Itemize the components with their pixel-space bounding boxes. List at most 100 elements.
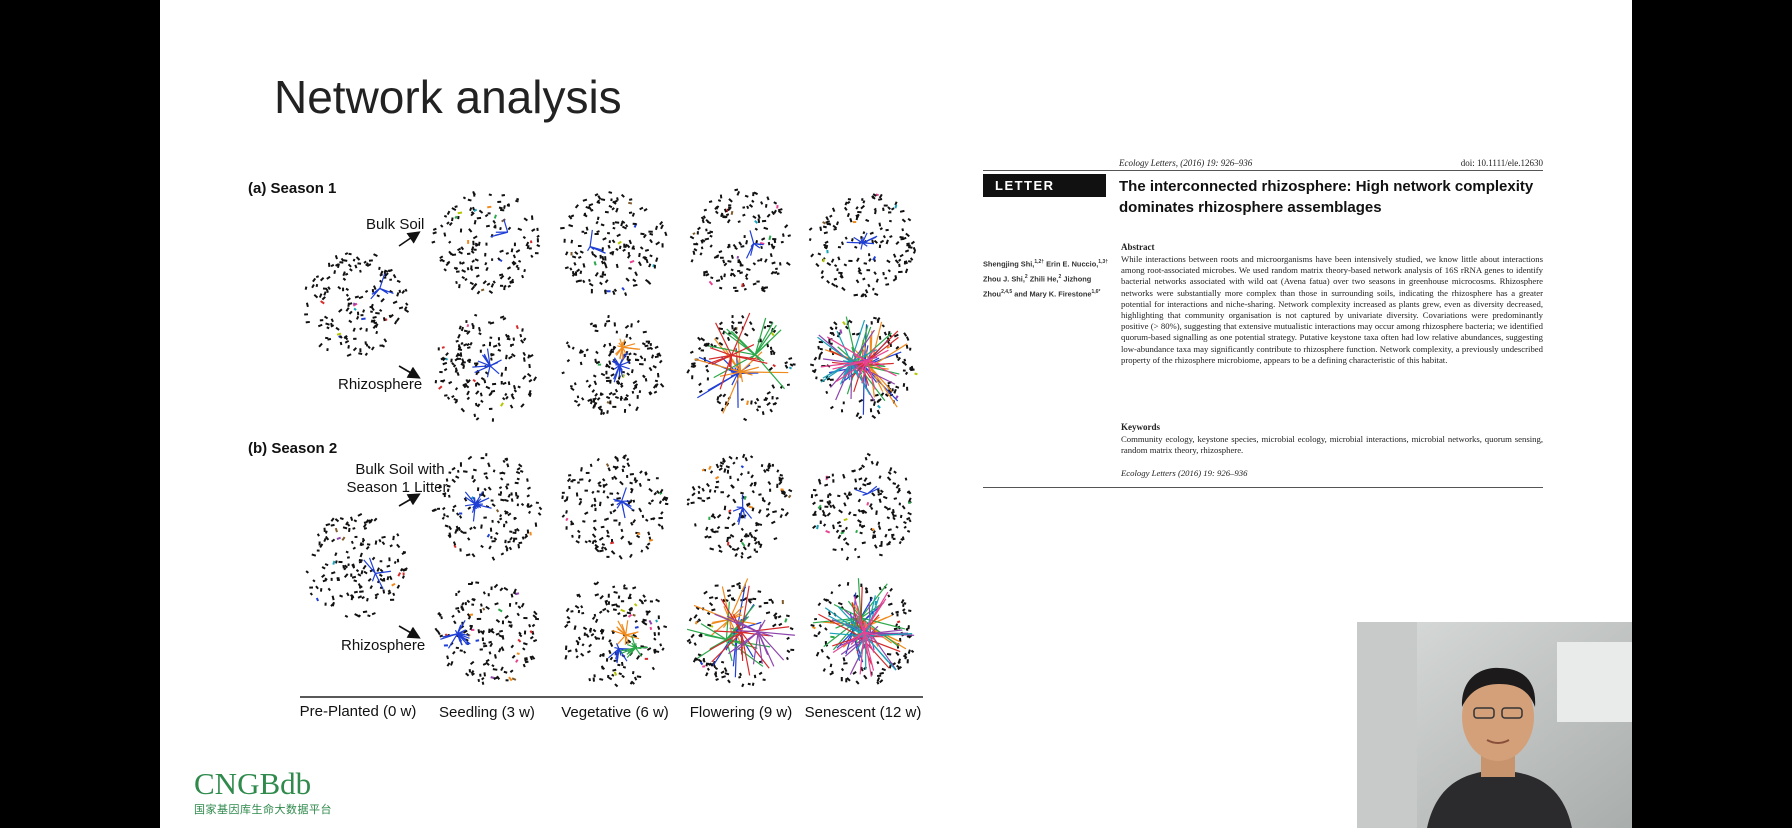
node bbox=[608, 649, 612, 655]
node bbox=[354, 264, 358, 269]
node bbox=[633, 603, 638, 607]
node bbox=[591, 616, 596, 620]
author-name: Erin E. Nuccio, bbox=[1046, 259, 1099, 269]
node bbox=[360, 570, 364, 575]
node bbox=[863, 477, 868, 482]
node bbox=[498, 647, 502, 653]
node bbox=[845, 556, 850, 561]
node bbox=[728, 198, 733, 203]
node bbox=[826, 377, 831, 381]
node bbox=[471, 259, 475, 263]
node bbox=[469, 341, 473, 346]
node bbox=[765, 468, 770, 472]
node bbox=[731, 324, 734, 330]
node bbox=[439, 255, 444, 260]
node bbox=[765, 512, 771, 518]
node bbox=[618, 554, 623, 560]
node bbox=[354, 295, 360, 299]
abstract-heading: Abstract bbox=[1121, 242, 1155, 252]
node bbox=[395, 317, 400, 322]
node bbox=[704, 237, 710, 241]
author-affiliation: 1,6* bbox=[1091, 288, 1101, 295]
node bbox=[609, 251, 613, 255]
node bbox=[596, 637, 601, 640]
node bbox=[837, 534, 842, 540]
node bbox=[600, 223, 605, 227]
node bbox=[636, 675, 642, 678]
node bbox=[614, 683, 619, 688]
node bbox=[529, 630, 533, 634]
node bbox=[903, 520, 907, 525]
node bbox=[484, 475, 489, 480]
node bbox=[731, 547, 737, 552]
node bbox=[862, 200, 866, 204]
node bbox=[371, 556, 376, 561]
node bbox=[906, 242, 910, 246]
node bbox=[817, 345, 820, 350]
node bbox=[580, 605, 584, 609]
node bbox=[842, 657, 846, 662]
node bbox=[502, 459, 506, 464]
node bbox=[528, 504, 533, 509]
node bbox=[895, 610, 899, 614]
node bbox=[610, 348, 613, 352]
node bbox=[729, 533, 735, 538]
edge bbox=[617, 634, 627, 645]
node bbox=[528, 623, 532, 628]
node bbox=[823, 231, 828, 235]
node bbox=[722, 457, 726, 463]
node bbox=[615, 207, 619, 213]
node bbox=[735, 456, 739, 460]
node bbox=[318, 293, 323, 298]
node bbox=[521, 536, 525, 540]
node bbox=[744, 194, 749, 198]
node bbox=[590, 632, 595, 637]
node bbox=[645, 545, 650, 550]
edge bbox=[740, 371, 744, 383]
node bbox=[660, 511, 664, 515]
node bbox=[739, 472, 744, 476]
node bbox=[376, 294, 380, 298]
node bbox=[875, 193, 879, 197]
node bbox=[355, 256, 361, 261]
node bbox=[305, 570, 309, 574]
node bbox=[904, 652, 908, 656]
node bbox=[482, 343, 486, 347]
node bbox=[754, 219, 759, 224]
node bbox=[761, 286, 764, 291]
node bbox=[829, 504, 833, 509]
node bbox=[632, 499, 636, 503]
node bbox=[731, 598, 736, 602]
node bbox=[497, 608, 503, 613]
node bbox=[305, 302, 309, 308]
node bbox=[515, 659, 519, 663]
node bbox=[485, 661, 490, 666]
node bbox=[358, 585, 363, 589]
edge bbox=[850, 362, 853, 400]
node bbox=[519, 333, 523, 338]
stage-label: Seedling (3 w) bbox=[439, 704, 535, 721]
node bbox=[766, 196, 770, 201]
node bbox=[576, 268, 581, 273]
node bbox=[841, 286, 846, 292]
rhizo-label: Rhizosphere bbox=[341, 637, 426, 654]
node bbox=[573, 399, 578, 404]
edge bbox=[464, 491, 476, 505]
node bbox=[365, 262, 369, 267]
node bbox=[577, 255, 582, 259]
edge bbox=[607, 648, 620, 659]
edge bbox=[486, 348, 491, 366]
edge bbox=[710, 619, 731, 637]
node bbox=[585, 379, 589, 383]
node bbox=[845, 494, 850, 500]
node bbox=[391, 582, 396, 587]
node bbox=[766, 401, 771, 406]
node bbox=[503, 586, 509, 591]
node bbox=[479, 630, 484, 634]
node bbox=[350, 516, 354, 521]
node bbox=[844, 526, 848, 530]
node bbox=[505, 252, 509, 255]
node bbox=[492, 668, 498, 671]
node bbox=[497, 257, 501, 261]
node bbox=[517, 227, 523, 231]
